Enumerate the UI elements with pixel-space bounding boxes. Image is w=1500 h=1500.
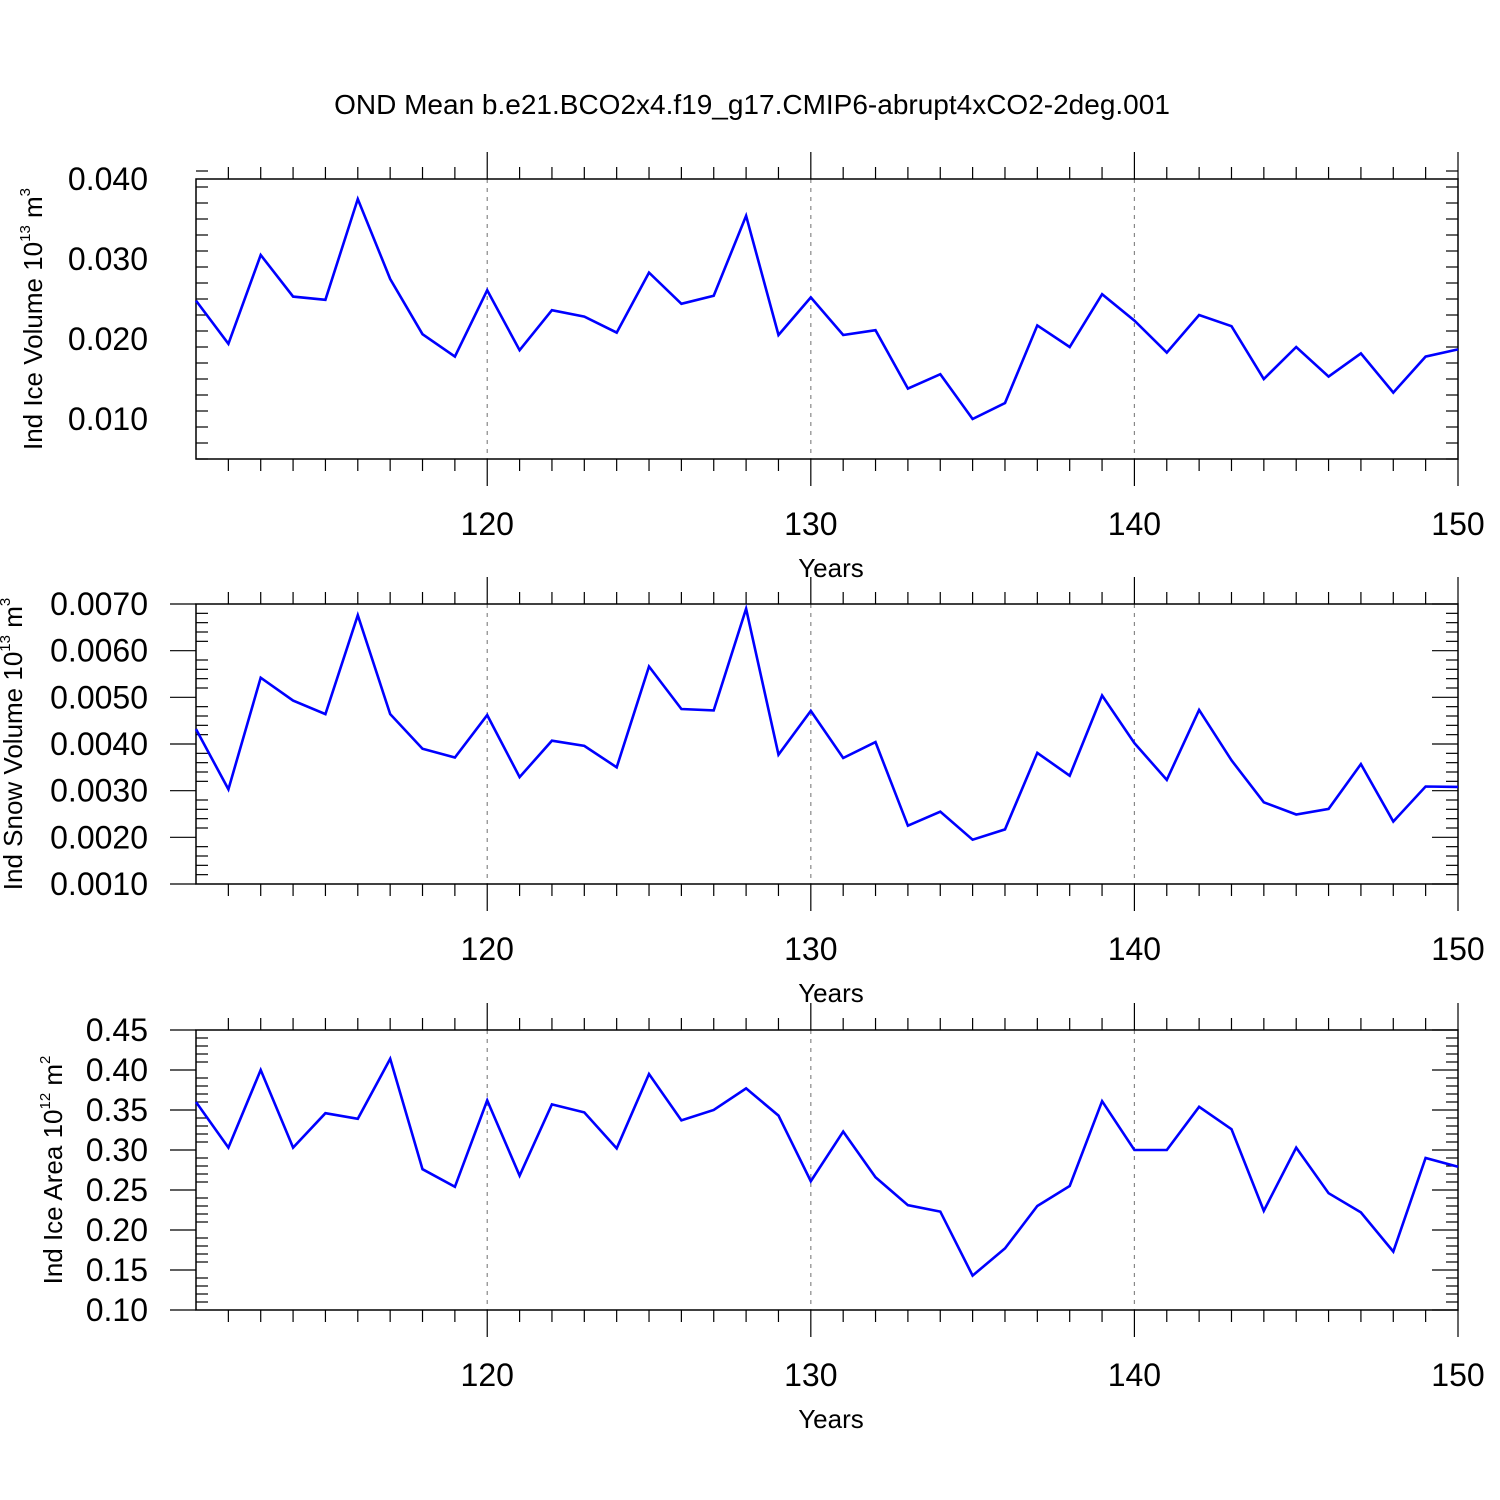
- panel-snow-volume: Ind Snow Volume 1013 m3 0.0010 0.0020 0.00…: [0, 577, 1485, 1008]
- x-tick-label: 120: [461, 506, 514, 542]
- ylabel-exponent: 13: [17, 225, 34, 242]
- y-tick-label: 0.0050: [50, 679, 148, 715]
- x-axis-label: Years: [798, 1404, 864, 1434]
- y-tick-label: 0.010: [68, 401, 148, 437]
- y-tick-label: 0.0020: [50, 819, 148, 855]
- y-tick-label: 0.020: [68, 321, 148, 357]
- x-tick-label: 130: [784, 1357, 837, 1393]
- plot-frame: [195, 1029, 1459, 1311]
- y-tick-label: 0.45: [86, 1012, 148, 1048]
- ylabel-unit-exponent: 3: [0, 598, 14, 606]
- y-tick-label: 0.40: [86, 1052, 148, 1088]
- panel-ice-volume: Ind Ice Volume 1013 m3 0.010 0.020 0.030 0.…: [17, 152, 1485, 583]
- y-tick-label: 0.25: [86, 1172, 148, 1208]
- ylabel-unit-exponent: 2: [37, 1056, 54, 1064]
- ylabel-snow-volume: Ind Snow Volume 1013 m3: [0, 598, 28, 890]
- y-tick-label: 0.040: [68, 161, 148, 197]
- ylabel-unit: m: [0, 606, 28, 635]
- x-axis-label: Years: [798, 553, 864, 583]
- ylabel-main: Ind Ice Volume 10: [18, 242, 48, 450]
- ylabel-ice-volume: Ind Ice Volume 1013 m3: [17, 188, 48, 450]
- ylabel-exponent: 13: [0, 635, 14, 652]
- ylabel-ice-area: Ind Ice Area 1012 m2: [37, 1056, 68, 1285]
- x-tick-label: 130: [784, 506, 837, 542]
- axis-ticks: [170, 1003, 1459, 1337]
- x-tick-label: 150: [1431, 931, 1484, 967]
- y-tick-label: 0.30: [86, 1132, 148, 1168]
- axis-ticks: [170, 577, 1459, 911]
- panel-ice-area: Ind Ice Area 1012 m2 0.10 0.15 0.20 0.25 0.3…: [37, 1003, 1485, 1434]
- ylabel-unit-exponent: 3: [17, 188, 34, 196]
- x-tick-label: 140: [1108, 506, 1161, 542]
- plot-frame: [195, 603, 1459, 885]
- y-tick-label: 0.0060: [50, 633, 148, 669]
- plot-frame: [195, 178, 1459, 460]
- y-tick-label: 0.030: [68, 241, 148, 277]
- ylabel-ice-area-text: Ind Ice Area 1012 m2: [37, 1056, 68, 1285]
- series-line-0: [194, 195, 1459, 421]
- ylabel-ice-volume-text: Ind Ice Volume 1013 m3: [17, 188, 48, 450]
- x-tick-label: 140: [1108, 1357, 1161, 1393]
- ylabel-unit: m: [38, 1064, 68, 1093]
- y-tick-label: 0.0030: [50, 773, 148, 809]
- ylabel-exponent: 12: [37, 1093, 54, 1110]
- x-tick-label: 150: [1431, 1357, 1484, 1393]
- ylabel-main: Ind Ice Area 10: [38, 1110, 68, 1285]
- y-tick-label: 0.35: [86, 1092, 148, 1128]
- ylabel-unit: m: [18, 196, 48, 225]
- y-tick-label: 0.20: [86, 1212, 148, 1248]
- y-tick-label: 0.0040: [50, 726, 148, 762]
- x-tick-label: 120: [461, 1357, 514, 1393]
- x-tick-label: 150: [1431, 506, 1484, 542]
- x-tick-label: 140: [1108, 931, 1161, 967]
- x-tick-label: 120: [461, 931, 514, 967]
- x-tick-label: 130: [784, 931, 837, 967]
- y-tick-label: 0.15: [86, 1252, 148, 1288]
- figure-title: OND Mean b.e21.BCO2x4.f19_g17.CMIP6-abru…: [334, 89, 1170, 120]
- ylabel-snow-volume-text: Ind Snow Volume 1013 m3: [0, 598, 28, 890]
- series-line-0: [194, 603, 1459, 842]
- y-tick-label: 0.0070: [50, 586, 148, 622]
- y-tick-label: 0.10: [86, 1292, 148, 1328]
- series-line-0: [194, 1055, 1459, 1278]
- y-tick-label: 0.0010: [50, 866, 148, 902]
- axis-ticks: [196, 152, 1459, 486]
- x-axis-label: Years: [798, 978, 864, 1008]
- ylabel-main: Ind Snow Volume 10: [0, 652, 28, 891]
